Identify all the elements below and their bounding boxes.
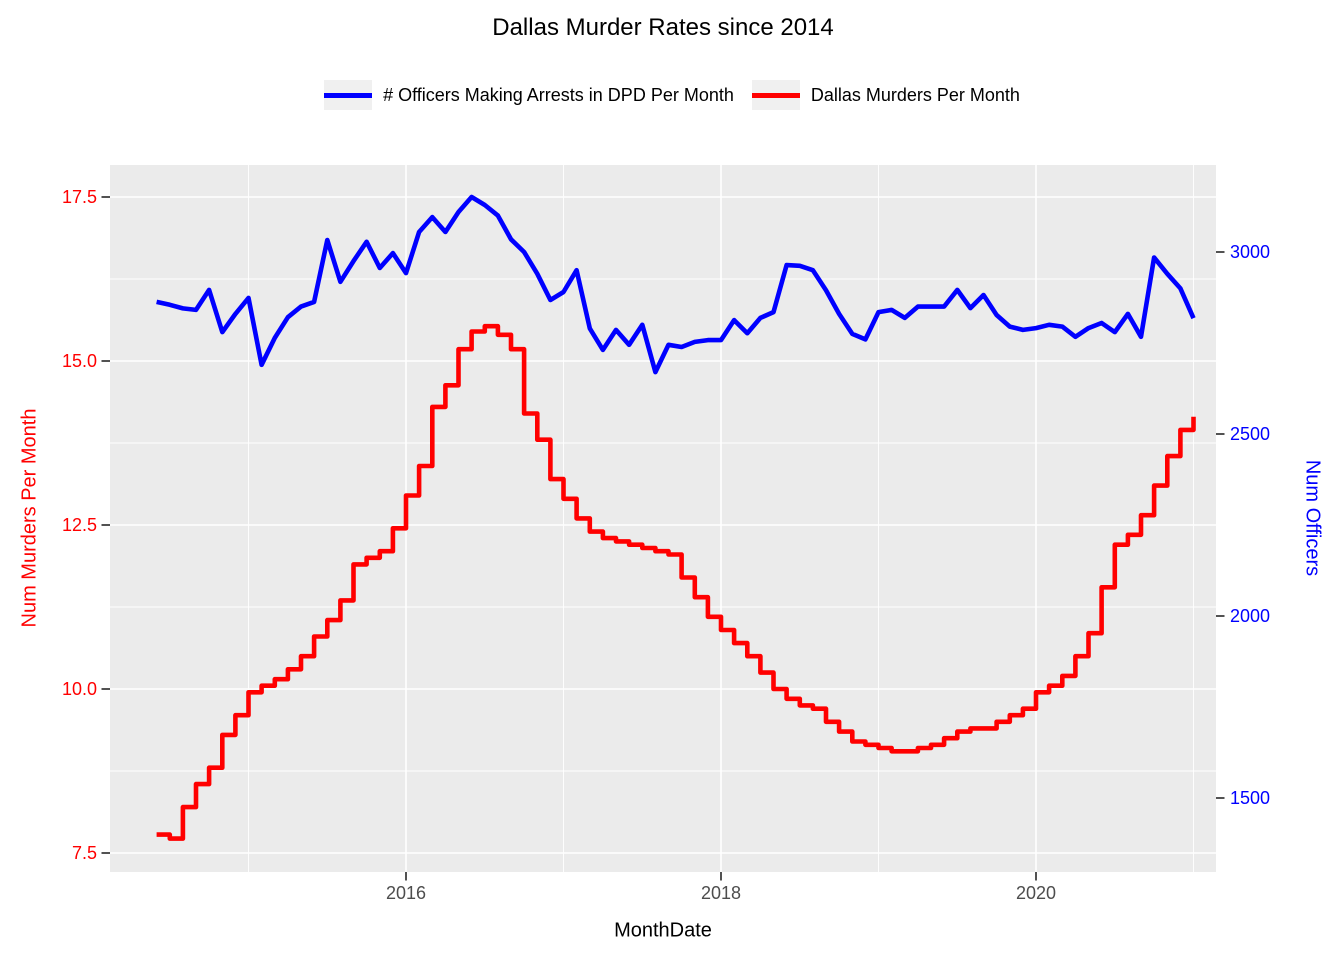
legend-item-officers: # Officers Making Arrests in DPD Per Mon… bbox=[324, 80, 734, 110]
legend-label-officers: # Officers Making Arrests in DPD Per Mon… bbox=[383, 84, 734, 105]
y-right-tick-label: 2500 bbox=[1230, 424, 1271, 444]
plot-title: Dallas Murder Rates since 2014 bbox=[492, 14, 834, 41]
x-axis-title: MonthDate bbox=[614, 919, 712, 942]
y-left-tick-label: 10.0 bbox=[61, 679, 97, 699]
y-right-tick-label: 1500 bbox=[1230, 788, 1271, 808]
legend: # Officers Making Arrests in DPD Per Mon… bbox=[0, 80, 1344, 110]
legend-label-murders: Dallas Murders Per Month bbox=[810, 84, 1020, 105]
murders-line-swatch bbox=[751, 92, 800, 98]
y-left-tick-label: 12.5 bbox=[61, 515, 97, 535]
murders-step-line bbox=[156, 323, 1196, 841]
y-left-tick-label: 7.5 bbox=[71, 843, 97, 863]
legend-item-murders: Dallas Murders Per Month bbox=[751, 80, 1020, 110]
officers-line-swatch bbox=[324, 92, 373, 98]
x-tick-label: 2016 bbox=[385, 883, 427, 903]
x-tick-label: 2018 bbox=[700, 883, 742, 903]
y-left-tick-label: 15.0 bbox=[61, 351, 97, 371]
y-right-tick-label: 2000 bbox=[1230, 606, 1271, 626]
plot-panel bbox=[110, 165, 1216, 872]
y-right-tick-label: 3000 bbox=[1230, 242, 1271, 262]
legend-key-officers bbox=[324, 80, 373, 110]
y-axis-title-right: Num Officers bbox=[1301, 459, 1324, 577]
x-tick-label: 2020 bbox=[1015, 883, 1057, 903]
y-left-tick-label: 17.5 bbox=[61, 187, 97, 207]
legend-key-murders bbox=[751, 80, 800, 110]
officers-line bbox=[156, 194, 1196, 375]
